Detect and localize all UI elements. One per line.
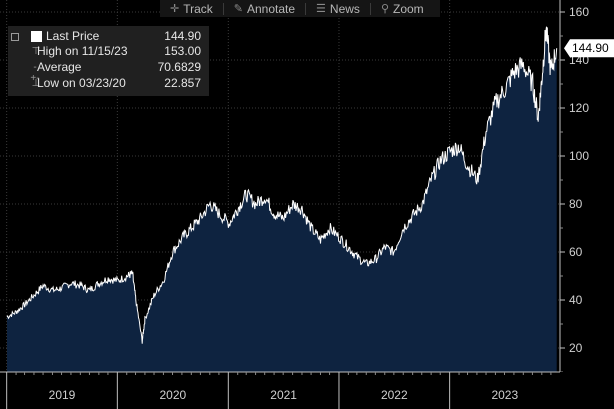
average-marker-icon: -+- [30,62,40,84]
collapse-icon[interactable] [11,33,19,41]
x-tick-label: 2019 [49,388,76,402]
pencil-icon: ✎ [233,3,243,15]
toolbar-divider [305,2,307,15]
news-button[interactable]: ☰ News [312,2,364,16]
annotate-button[interactable]: ✎ Annotate [230,2,299,16]
legend-label: Low on 03/23/20 [37,76,126,90]
x-axis: 2019 2020 2021 2022 2023 [0,371,614,409]
annotate-label: Annotate [247,1,296,16]
legend-label: Average [37,60,82,74]
legend-row-high: ⊤ High on 11/15/23 153.00 [8,44,209,59]
track-label: Track [183,1,213,16]
zoom-button[interactable]: ⚲ Zoom [377,2,428,16]
y-tick-label: 60 [569,245,583,259]
y-tick-label: 80 [569,197,583,211]
zoom-label: Zoom [393,1,424,16]
legend-value: 22.857 [164,76,201,90]
last-price-tag-shape [564,39,614,58]
legend-label: High on 11/15/23 [37,44,128,58]
news-icon: ☰ [316,3,326,15]
x-tick-label: 2022 [381,388,408,402]
legend-row-average: -+- Average 70.6829 [8,60,209,84]
y-tick-label: 40 [569,293,583,307]
y-tick-label: 120 [569,101,589,115]
x-tick-label: 2021 [270,388,297,402]
y-tick-label: 160 [569,5,589,19]
price-line [6,26,558,344]
chart-toolbar: ✛ Track ✎ Annotate ☰ News ⚲ Zoom [160,0,440,17]
high-marker-icon: ⊤ [31,46,41,57]
track-button[interactable]: ✛ Track [166,2,217,16]
toolbar-divider [369,2,371,15]
y-tick-label: 100 [569,149,589,163]
legend-value: 153.00 [164,44,201,58]
legend-row-low: ⊥ Low on 03/23/20 22.857 [8,76,209,91]
toolbar-divider [222,2,224,15]
legend-label: Last Price [46,29,100,43]
crosshair-icon: ✛ [170,3,180,15]
last-price-tag-label: 144.90 [572,41,609,55]
last-price-tag: 144.90 [564,39,614,58]
legend-row-last-price[interactable]: Last Price 144.90 [8,29,209,44]
news-label: News [329,1,360,16]
x-tick-label: 2020 [159,388,186,402]
series-swatch [31,31,42,42]
y-tick-label: 20 [569,341,583,355]
legend-value: 70.6829 [157,60,201,74]
magnifier-icon: ⚲ [380,3,389,15]
chart-legend[interactable]: Last Price 144.90 ⊤ High on 11/15/23 153… [8,26,209,96]
x-tick-label: 2023 [491,388,518,402]
legend-value: 144.90 [164,29,201,43]
low-marker-icon: ⊥ [31,78,41,89]
price-area [7,26,557,372]
